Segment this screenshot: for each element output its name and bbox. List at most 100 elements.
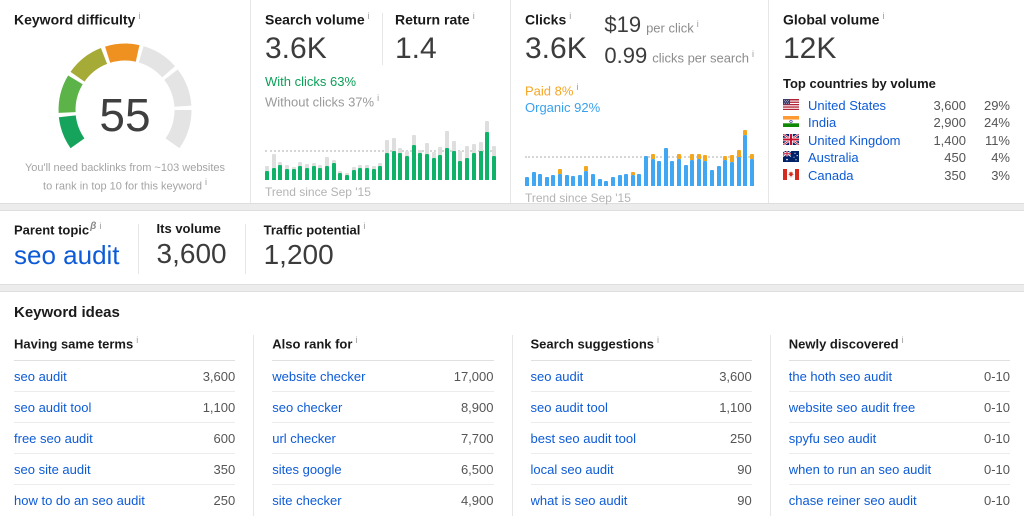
info-icon[interactable]: i xyxy=(882,11,885,21)
keyword-link[interactable]: the hoth seo audit xyxy=(788,368,893,384)
info-icon[interactable]: i xyxy=(138,11,141,21)
country-share: 29% xyxy=(983,97,1010,113)
keyword-row: sites google 6,500 xyxy=(272,454,494,486)
keyword-link[interactable]: seo checker xyxy=(272,399,343,415)
keyword-ideas-title: Keyword ideas xyxy=(14,304,120,321)
trend-bar-main-segment xyxy=(391,150,396,180)
trend-bar-top-segment xyxy=(391,138,396,151)
gauge-segment xyxy=(105,43,140,63)
keyword-link[interactable]: seo audit tool xyxy=(14,399,92,415)
keyword-link[interactable]: url checker xyxy=(272,430,336,446)
cpc-stat: $19 per click i xyxy=(604,11,754,41)
info-icon[interactable]: i xyxy=(377,92,380,103)
keyword-row: url checker 7,700 xyxy=(272,423,494,455)
keyword-link[interactable]: best seo audit tool xyxy=(530,430,637,446)
trend-bar-main-segment xyxy=(544,176,549,186)
keyword-link[interactable]: chase reiner seo audit xyxy=(788,493,917,509)
keyword-link[interactable]: website seo audit free xyxy=(788,399,916,415)
cpc-value: $19 xyxy=(604,12,642,38)
keyword-row: website checker 17,000 xyxy=(272,361,494,393)
keyword-link[interactable]: seo audit tool xyxy=(530,399,608,415)
info-icon[interactable]: i xyxy=(363,221,366,231)
country-share: 24% xyxy=(983,115,1010,131)
trend-bar-top-segment xyxy=(425,143,430,154)
trend-bar-main-segment xyxy=(278,165,283,180)
country-link[interactable]: United States xyxy=(808,97,887,113)
trend-bar-main-segment xyxy=(630,174,635,186)
trend-bar xyxy=(331,118,336,180)
keyword-difficulty-title: Keyword difficulty i xyxy=(14,11,236,28)
parent-topic-link[interactable]: seo audit xyxy=(14,240,120,271)
info-icon[interactable]: i xyxy=(576,81,579,92)
info-icon[interactable]: i xyxy=(901,335,904,345)
ideas-column-header-text: Search suggestions xyxy=(530,336,655,352)
keyword-row: local seo audit 90 xyxy=(530,454,752,486)
trend-bar-main-segment xyxy=(696,158,701,186)
trend-bar-top-segment xyxy=(749,153,754,159)
trend-bar xyxy=(637,124,642,186)
keyword-link[interactable]: seo site audit xyxy=(14,461,91,477)
difficulty-note-line2: to rank in top 10 for this keyword xyxy=(43,180,202,193)
ideas-column-header: Having same terms i xyxy=(14,335,236,362)
keyword-link[interactable]: sites google xyxy=(272,461,342,477)
keyword-volume: 4,900 xyxy=(460,493,494,509)
keyword-link[interactable]: site checker xyxy=(272,493,342,509)
trend-bar-main-segment xyxy=(418,153,423,180)
difficulty-note: You'll need backlinks from ~103 websites… xyxy=(14,161,236,194)
info-icon[interactable]: i xyxy=(204,176,207,187)
traffic-potential-value: 1,200 xyxy=(263,239,334,271)
trend-bar-main-segment xyxy=(591,173,596,186)
info-icon[interactable]: i xyxy=(367,11,370,21)
gauge-segment xyxy=(138,45,175,78)
country-link[interactable]: Australia xyxy=(808,150,859,166)
info-icon[interactable]: i xyxy=(569,11,572,21)
trend-bar xyxy=(544,124,549,186)
info-icon[interactable]: i xyxy=(472,11,475,21)
keyword-link[interactable]: website checker xyxy=(272,368,366,384)
keyword-link[interactable]: how to do an seo audit xyxy=(14,493,145,509)
trend-bar xyxy=(577,124,582,186)
trend-bar-main-segment xyxy=(657,161,662,186)
trend-bar xyxy=(451,118,456,180)
organic-stat: Organic 92% xyxy=(525,99,601,115)
trend-bar-top-segment xyxy=(465,145,470,158)
trend-bar xyxy=(617,124,622,186)
ideas-column-header: Newly discovered i xyxy=(788,335,1010,362)
country-link[interactable]: Canada xyxy=(808,167,854,183)
keyword-volume: 0-10 xyxy=(983,461,1010,477)
info-icon[interactable]: i xyxy=(355,335,358,345)
country-row: Canada 350 3% xyxy=(783,167,1010,185)
keyword-row: seo site audit 350 xyxy=(14,454,236,486)
trend-bar-main-segment xyxy=(538,173,543,186)
trend-bar-top-segment xyxy=(271,153,276,168)
trend-bar-top-segment xyxy=(278,162,283,166)
keyword-link[interactable]: seo audit xyxy=(14,368,67,384)
trend-bar-main-segment xyxy=(584,171,589,186)
keyword-link[interactable]: seo audit xyxy=(530,368,584,384)
keyword-link[interactable]: when to run an seo audit xyxy=(788,461,932,477)
trend-bar-main-segment xyxy=(458,161,463,180)
chart-threshold-line xyxy=(265,150,496,153)
trend-bar xyxy=(411,118,416,180)
keyword-volume: 90 xyxy=(737,461,752,477)
info-icon[interactable]: i xyxy=(696,19,699,29)
trend-bar-top-segment xyxy=(431,152,436,159)
info-icon[interactable]: i xyxy=(136,335,139,345)
country-link[interactable]: India xyxy=(808,115,837,131)
trend-bar-top-segment xyxy=(345,172,350,176)
keyword-link[interactable]: local seo audit xyxy=(530,461,614,477)
trend-bar-main-segment xyxy=(597,178,602,186)
info-icon[interactable]: i xyxy=(657,335,660,345)
keyword-link[interactable]: spyfu seo audit xyxy=(788,430,877,446)
keyword-volume: 350 xyxy=(213,461,236,477)
country-link[interactable]: United Kingdom xyxy=(808,132,901,148)
trend-bar-main-segment xyxy=(451,151,456,180)
info-icon[interactable]: i xyxy=(99,221,102,231)
trend-bar-main-segment xyxy=(425,153,430,180)
trend-bar-main-segment xyxy=(311,166,316,180)
keyword-link[interactable]: what is seo audit xyxy=(530,493,628,509)
trend-bar-main-segment xyxy=(670,161,675,186)
keyword-link[interactable]: free seo audit xyxy=(14,430,93,446)
trend-bar-top-segment xyxy=(650,153,655,159)
info-icon[interactable]: i xyxy=(752,49,754,60)
